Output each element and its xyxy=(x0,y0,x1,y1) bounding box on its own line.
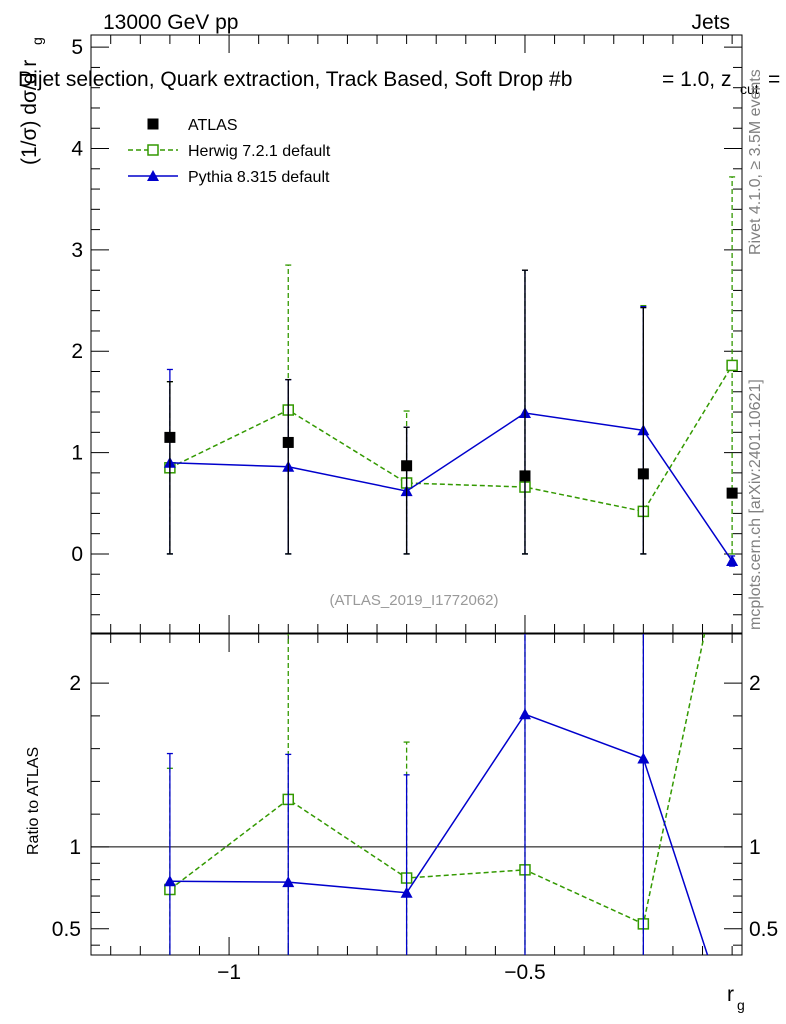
analysis-id: (ATLAS_2019_I1772062) xyxy=(329,592,498,609)
pythia-data-point xyxy=(637,752,650,764)
plot-title-tail-eta: = 1.0, z xyxy=(662,68,731,91)
x-axis-label-sub: g xyxy=(737,997,745,1013)
x-tick-label: −1 xyxy=(217,961,241,984)
x-tick-label: −0.5 xyxy=(504,961,545,984)
main-y-axis-label-main: (1/σ) dσ/d r xyxy=(18,60,41,165)
legend: ATLAS Herwig 7.2.1 default Pythia 8.315 de… xyxy=(128,117,331,186)
main-panel-data xyxy=(163,176,739,567)
plot-title-tail: = 1.0, z xyxy=(662,68,731,91)
main-panel-axes: 0 1 2 3 4 5 xyxy=(71,35,742,633)
atlas-data-point xyxy=(726,487,738,499)
process-label: Jets xyxy=(691,11,730,34)
atlas-data-point xyxy=(519,470,531,482)
ratio-y-axis-label: Ratio to ATLAS xyxy=(25,747,42,855)
rivet-label: Rivet 4.1.0, ≥ 3.5M events xyxy=(747,69,764,255)
main-y-axis-label: (1/σ) dσ/d r xyxy=(18,60,41,165)
legend-atlas-marker xyxy=(147,118,159,130)
ratio-y-tick-label-left: 2 xyxy=(69,672,81,695)
main-y-tick-label: 5 xyxy=(71,36,83,59)
ratio-panel-axes: 0.5 0.5 1 1 2 2 −1 −0.5 xyxy=(52,634,778,984)
herwig-series-line xyxy=(169,365,733,513)
ratio-panel-frame xyxy=(90,633,743,956)
pythia-data-point xyxy=(518,708,531,720)
main-y-tick-label: 4 xyxy=(71,138,83,161)
atlas-data-point xyxy=(401,460,413,472)
plot-title-end: = xyxy=(768,68,780,91)
mcplots-label: mcplots.cern.ch [arXiv:2401.10621] xyxy=(747,379,764,630)
pythia-data-point xyxy=(400,886,413,898)
main-y-tick-label: 0 xyxy=(71,543,83,566)
ratio-panel-data xyxy=(163,634,709,955)
herwig-series-line xyxy=(169,634,706,925)
pythia-data-point xyxy=(163,875,176,887)
atlas-data-point xyxy=(164,431,176,443)
pythia-series-line xyxy=(169,713,709,955)
pythia-data-point xyxy=(726,555,739,567)
atlas-data-point xyxy=(637,468,649,480)
plot-title-main: Dijet selection, Quark extraction, Track… xyxy=(18,68,572,91)
main-y-axis-label-sub: g xyxy=(29,37,45,45)
pythia-data-point xyxy=(282,876,295,888)
plot-title-cut-subscript: cut xyxy=(740,81,759,97)
legend-pythia-marker xyxy=(147,170,159,181)
herwig-data-point xyxy=(726,359,738,372)
main-y-tick-label: 3 xyxy=(71,239,83,262)
main-y-tick-label: 2 xyxy=(71,340,83,363)
x-axis-label: r xyxy=(727,983,734,1006)
ratio-y-tick-label-left: 1 xyxy=(69,836,81,859)
pythia-series-line xyxy=(169,412,733,562)
energy-label: 13000 GeV pp xyxy=(103,11,238,34)
ratio-y-tick-label-right: 1 xyxy=(749,836,761,859)
legend-pythia-label: Pythia 8.315 default xyxy=(188,169,330,186)
ratio-y-tick-label-left: 0.5 xyxy=(52,918,81,941)
main-y-tick-label: 1 xyxy=(71,442,83,465)
ratio-y-tick-label-right: 0.5 xyxy=(749,918,778,941)
atlas-data-point xyxy=(282,436,294,448)
legend-herwig-marker xyxy=(147,144,159,156)
legend-herwig-label: Herwig 7.2.1 default xyxy=(188,143,331,160)
ratio-y-tick-label-right: 2 xyxy=(749,672,761,695)
plot-title: Dijet selection, Quark extraction, Track… xyxy=(18,68,572,91)
main-panel-frame xyxy=(90,34,743,634)
legend-atlas-label: ATLAS xyxy=(188,117,238,134)
